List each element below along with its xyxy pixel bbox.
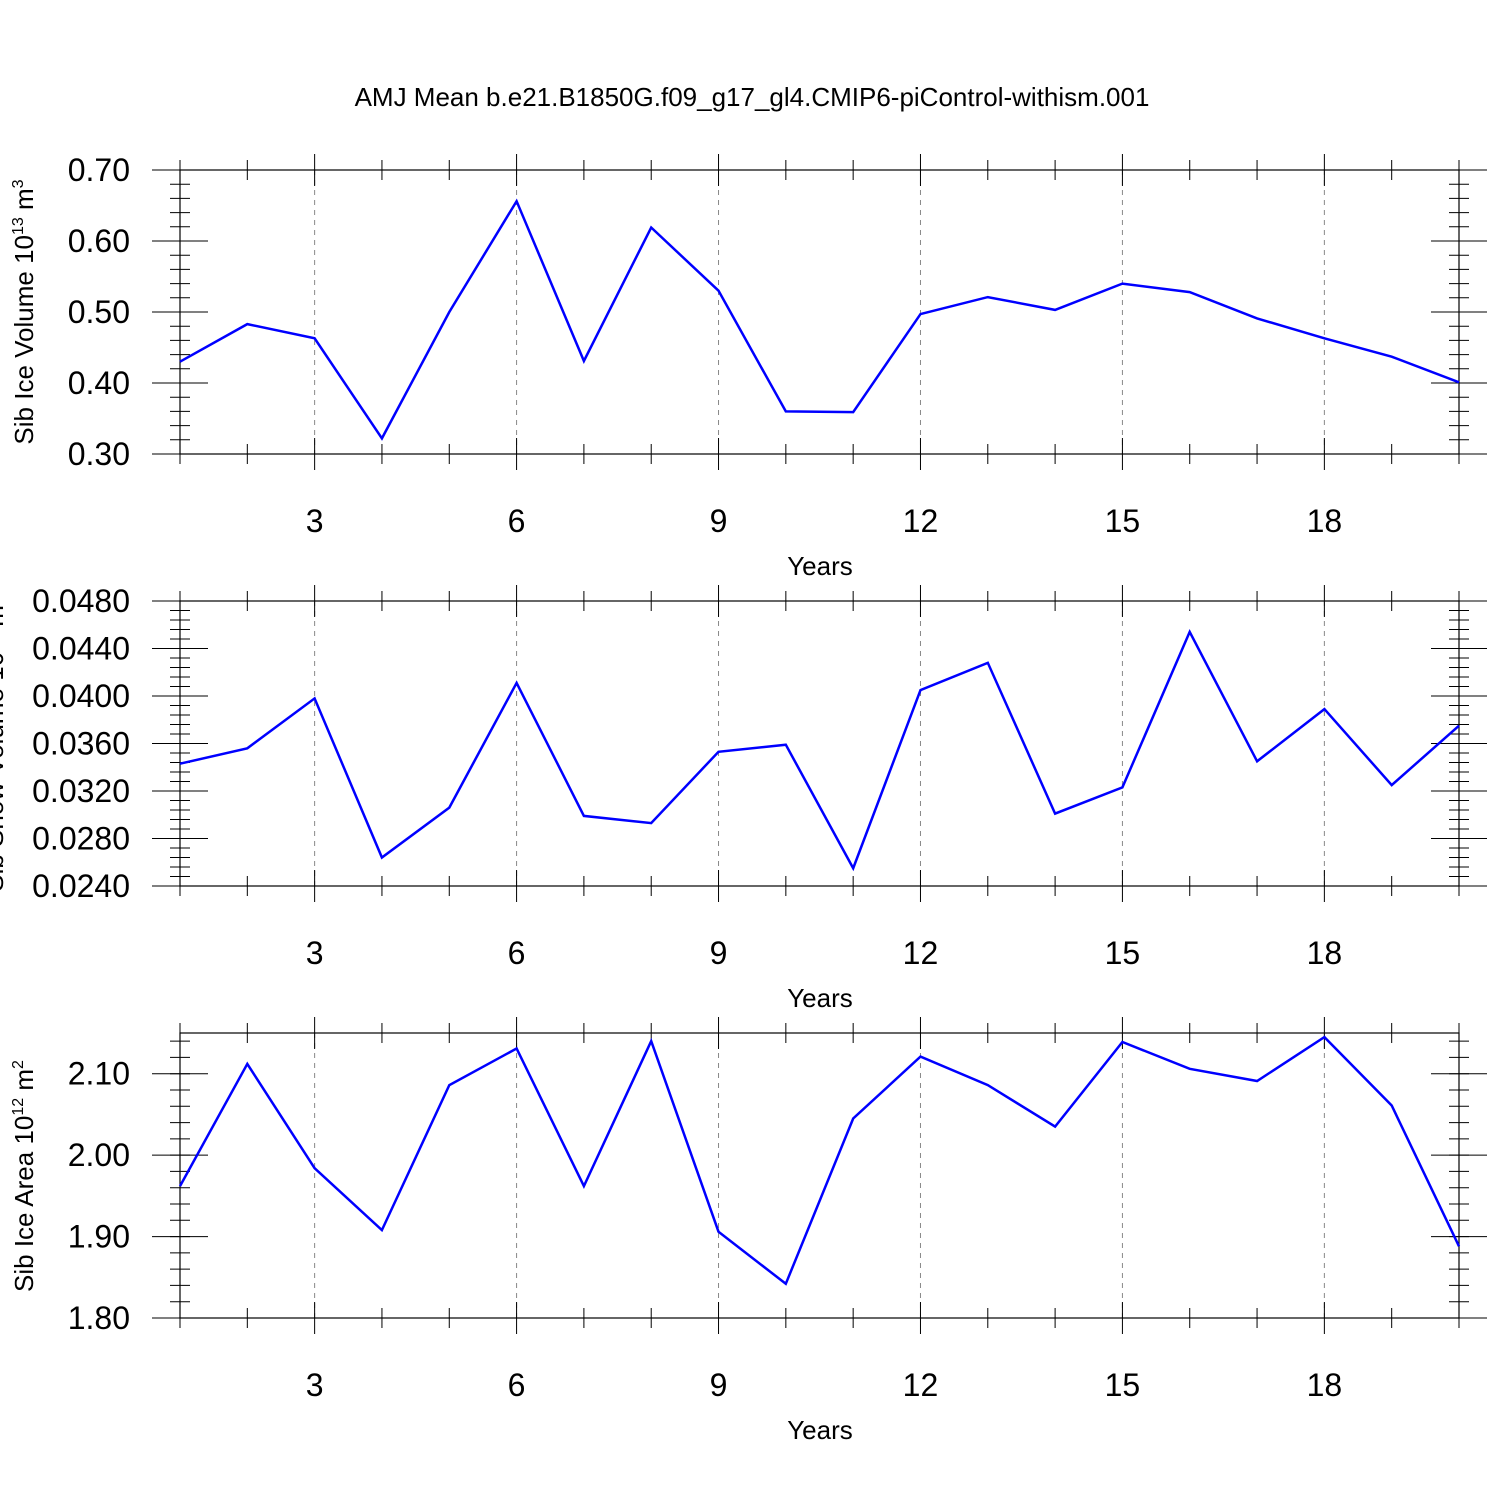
x-tick-label: 3 bbox=[306, 503, 324, 539]
y-tick-label: 0.0280 bbox=[32, 821, 130, 857]
x-tick-label: 18 bbox=[1307, 1367, 1343, 1403]
plot-frame bbox=[179, 169, 1460, 455]
x-tick-label: 9 bbox=[710, 1367, 728, 1403]
y-axis-title: Sib Ice Volume 1013 m3 bbox=[9, 179, 39, 444]
x-tick-label: 18 bbox=[1307, 503, 1343, 539]
series-line-1 bbox=[179, 198, 1460, 441]
x-tick-label: 12 bbox=[903, 503, 939, 539]
y-tick-label: 1.90 bbox=[68, 1219, 130, 1255]
y-tick-label: 0.0320 bbox=[32, 773, 130, 809]
x-tick-label: 12 bbox=[903, 1367, 939, 1403]
y-tick-label: 0.30 bbox=[68, 436, 130, 472]
y-tick-label: 2.10 bbox=[68, 1056, 130, 1092]
series-line-1 bbox=[179, 628, 1460, 872]
chart-panel-3: 1.80 1.90 2.00 2.10 3 6 9 12 15 18 Years Sib Ice Ar… bbox=[9, 1017, 1487, 1445]
x-tick-label: 6 bbox=[508, 503, 526, 539]
y-tick-label: 0.0400 bbox=[32, 678, 130, 714]
x-axis-title: Years bbox=[787, 1415, 853, 1445]
figure-title: AMJ Mean b.e21.B1850G.f09_g17_gl4.CMIP6-… bbox=[355, 82, 1150, 112]
y-tick-label: 0.0480 bbox=[32, 583, 130, 619]
x-tick-label: 15 bbox=[1105, 503, 1141, 539]
y-tick-label: 0.40 bbox=[68, 365, 130, 401]
x-tick-label: 6 bbox=[508, 1367, 526, 1403]
y-tick-label: 0.50 bbox=[68, 294, 130, 330]
x-tick-label: 9 bbox=[710, 503, 728, 539]
x-tick-label: 15 bbox=[1105, 1367, 1141, 1403]
y-tick-label: 0.0440 bbox=[32, 631, 130, 667]
y-axis-title: Sib Ice Area 1012 m2 bbox=[9, 1060, 39, 1292]
y-tick-label: 0.0240 bbox=[32, 868, 130, 904]
chart-panels: 0.30 0.40 0.50 0.60 0.70 3 6 9 12 15 18 Years Sib Ic… bbox=[0, 152, 1487, 1445]
x-tick-label: 9 bbox=[710, 935, 728, 971]
series-line-1 bbox=[178, 1035, 1461, 1286]
y-tick-label: 1.80 bbox=[68, 1300, 130, 1336]
x-axis-title: Years bbox=[787, 983, 853, 1013]
x-tick-label: 18 bbox=[1307, 935, 1343, 971]
y-tick-label: 2.00 bbox=[68, 1137, 130, 1173]
x-tick-label: 12 bbox=[903, 935, 939, 971]
x-axis-title: Years bbox=[787, 551, 853, 581]
plot-frame bbox=[179, 1032, 1460, 1319]
chart-panel-2: 0.0240 0.0280 0.0320 0.0360 0.0400 0.0440 0.04… bbox=[0, 583, 1487, 1013]
x-tick-label: 3 bbox=[306, 935, 324, 971]
x-tick-label: 15 bbox=[1105, 935, 1141, 971]
y-tick-label: 0.70 bbox=[68, 152, 130, 188]
x-tick-label: 6 bbox=[508, 935, 526, 971]
y-axis-title: Sib Snow Volume 1013 m3 bbox=[0, 596, 9, 892]
y-tick-label: 0.0360 bbox=[32, 726, 130, 762]
x-tick-label: 3 bbox=[306, 1367, 324, 1403]
chart-panel-1: 0.30 0.40 0.50 0.60 0.70 3 6 9 12 15 18 Years Sib Ic… bbox=[9, 152, 1487, 581]
y-tick-label: 0.60 bbox=[68, 223, 130, 259]
plot-frame bbox=[179, 600, 1460, 887]
